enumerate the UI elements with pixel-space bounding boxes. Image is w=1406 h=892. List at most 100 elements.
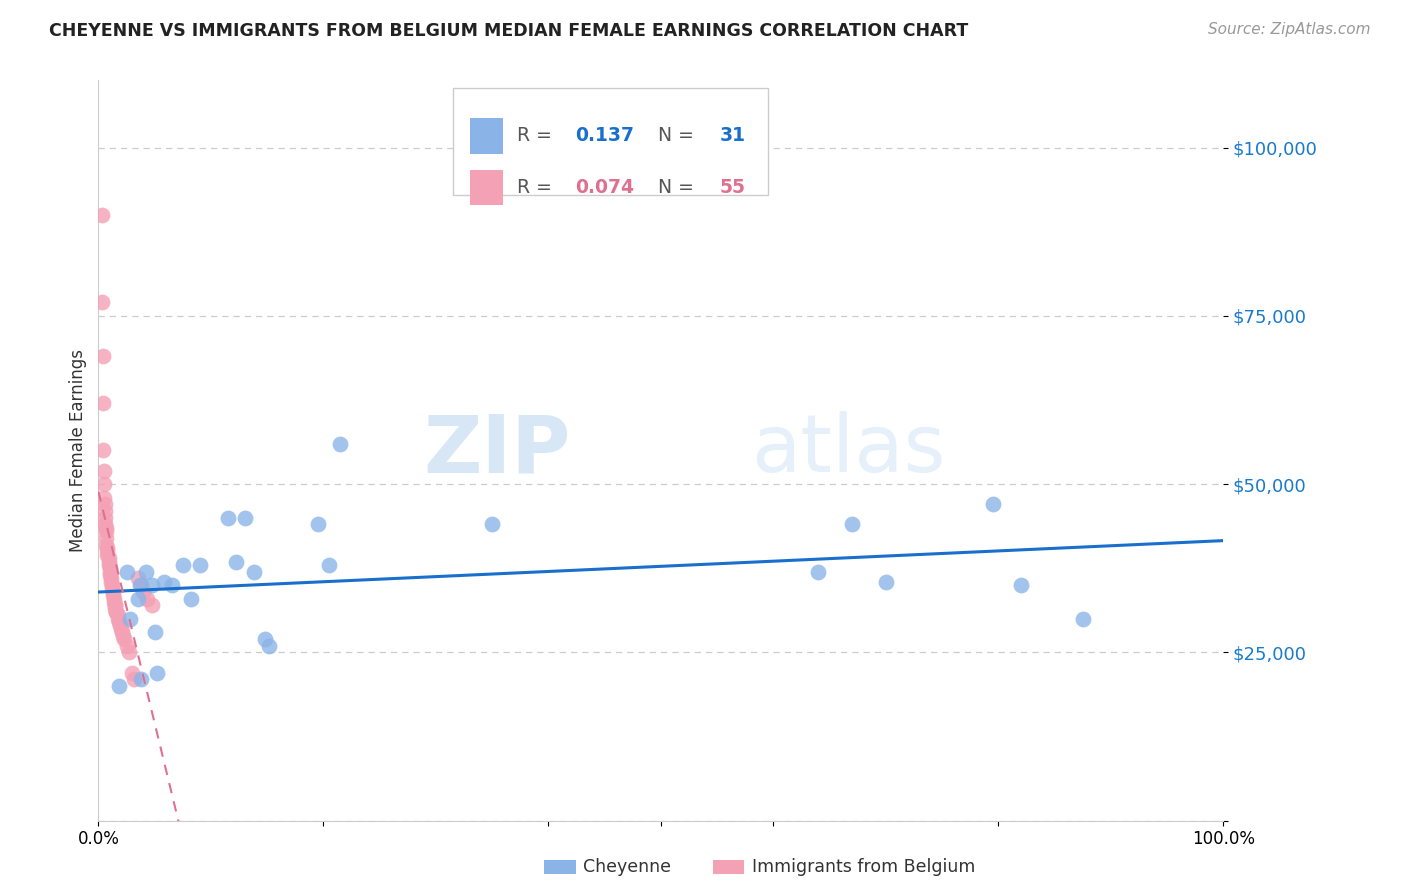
Text: 55: 55 — [720, 178, 745, 197]
Point — [233, 510, 256, 524]
Point — [105, 605, 128, 619]
Point — [481, 517, 503, 532]
Point — [115, 565, 138, 579]
Point — [129, 578, 152, 592]
Point — [98, 561, 121, 575]
Point — [94, 497, 117, 511]
Point — [96, 521, 118, 535]
Point — [141, 578, 163, 592]
Point — [180, 591, 202, 606]
Point — [100, 574, 122, 589]
Point — [172, 558, 194, 572]
Point — [107, 615, 129, 629]
Text: Source: ZipAtlas.com: Source: ZipAtlas.com — [1208, 22, 1371, 37]
Text: atlas: atlas — [751, 411, 945, 490]
Point — [96, 538, 118, 552]
Point — [104, 601, 127, 615]
Point — [242, 565, 264, 579]
Point — [91, 443, 114, 458]
Point — [981, 497, 1004, 511]
Point — [91, 349, 114, 363]
Point — [160, 578, 183, 592]
Text: Immigrants from Belgium: Immigrants from Belgium — [752, 858, 976, 876]
Point — [96, 548, 118, 562]
Point — [90, 295, 112, 310]
Point — [115, 639, 138, 653]
Text: N =: N = — [647, 127, 700, 145]
Point — [94, 517, 117, 532]
Point — [101, 578, 124, 592]
Point — [875, 574, 897, 589]
FancyBboxPatch shape — [470, 118, 503, 153]
Point — [98, 565, 121, 579]
Point — [107, 608, 129, 623]
Point — [329, 436, 352, 450]
Point — [93, 491, 115, 505]
Point — [101, 588, 124, 602]
Text: R =: R = — [517, 127, 558, 145]
Point — [135, 591, 157, 606]
Point — [96, 544, 118, 558]
Point — [103, 591, 125, 606]
Point — [1010, 578, 1032, 592]
Text: 0.137: 0.137 — [575, 127, 634, 145]
Point — [96, 531, 118, 545]
Point — [807, 565, 830, 579]
Point — [253, 632, 276, 646]
Point — [90, 208, 112, 222]
Point — [104, 599, 127, 613]
Point — [105, 605, 128, 619]
Point — [97, 558, 120, 572]
Text: Cheyenne: Cheyenne — [583, 858, 672, 876]
Point — [143, 625, 166, 640]
Point — [94, 510, 117, 524]
Point — [1071, 612, 1094, 626]
Point — [97, 555, 120, 569]
Point — [318, 558, 340, 572]
Point — [107, 679, 129, 693]
Point — [188, 558, 211, 572]
Point — [841, 517, 863, 532]
FancyBboxPatch shape — [453, 87, 768, 195]
Point — [100, 571, 122, 585]
Point — [132, 584, 155, 599]
Text: N =: N = — [647, 178, 700, 197]
Point — [112, 632, 135, 646]
Point — [259, 639, 281, 653]
Point — [307, 517, 329, 532]
Point — [98, 568, 121, 582]
Point — [110, 622, 132, 636]
Point — [127, 571, 149, 585]
Text: 0.074: 0.074 — [575, 178, 634, 197]
Point — [124, 673, 146, 687]
Point — [129, 673, 152, 687]
Point — [103, 595, 125, 609]
Point — [93, 464, 115, 478]
Point — [101, 582, 124, 596]
Point — [96, 524, 118, 539]
Text: R =: R = — [517, 178, 558, 197]
Point — [121, 665, 143, 680]
FancyBboxPatch shape — [470, 169, 503, 205]
Point — [135, 565, 157, 579]
Point — [127, 591, 149, 606]
Point — [111, 625, 134, 640]
Point — [91, 396, 114, 410]
Point — [152, 574, 174, 589]
Point — [104, 599, 127, 613]
Point — [217, 510, 239, 524]
Point — [101, 584, 124, 599]
Point — [112, 628, 135, 642]
Point — [96, 541, 118, 555]
Point — [108, 618, 131, 632]
Point — [94, 504, 117, 518]
Text: CHEYENNE VS IMMIGRANTS FROM BELGIUM MEDIAN FEMALE EARNINGS CORRELATION CHART: CHEYENNE VS IMMIGRANTS FROM BELGIUM MEDI… — [49, 22, 969, 40]
Point — [93, 477, 115, 491]
Point — [141, 599, 163, 613]
Point — [97, 551, 120, 566]
Point — [225, 555, 247, 569]
Point — [107, 612, 129, 626]
Text: 31: 31 — [720, 127, 745, 145]
Y-axis label: Median Female Earnings: Median Female Earnings — [69, 349, 87, 552]
Point — [129, 578, 152, 592]
